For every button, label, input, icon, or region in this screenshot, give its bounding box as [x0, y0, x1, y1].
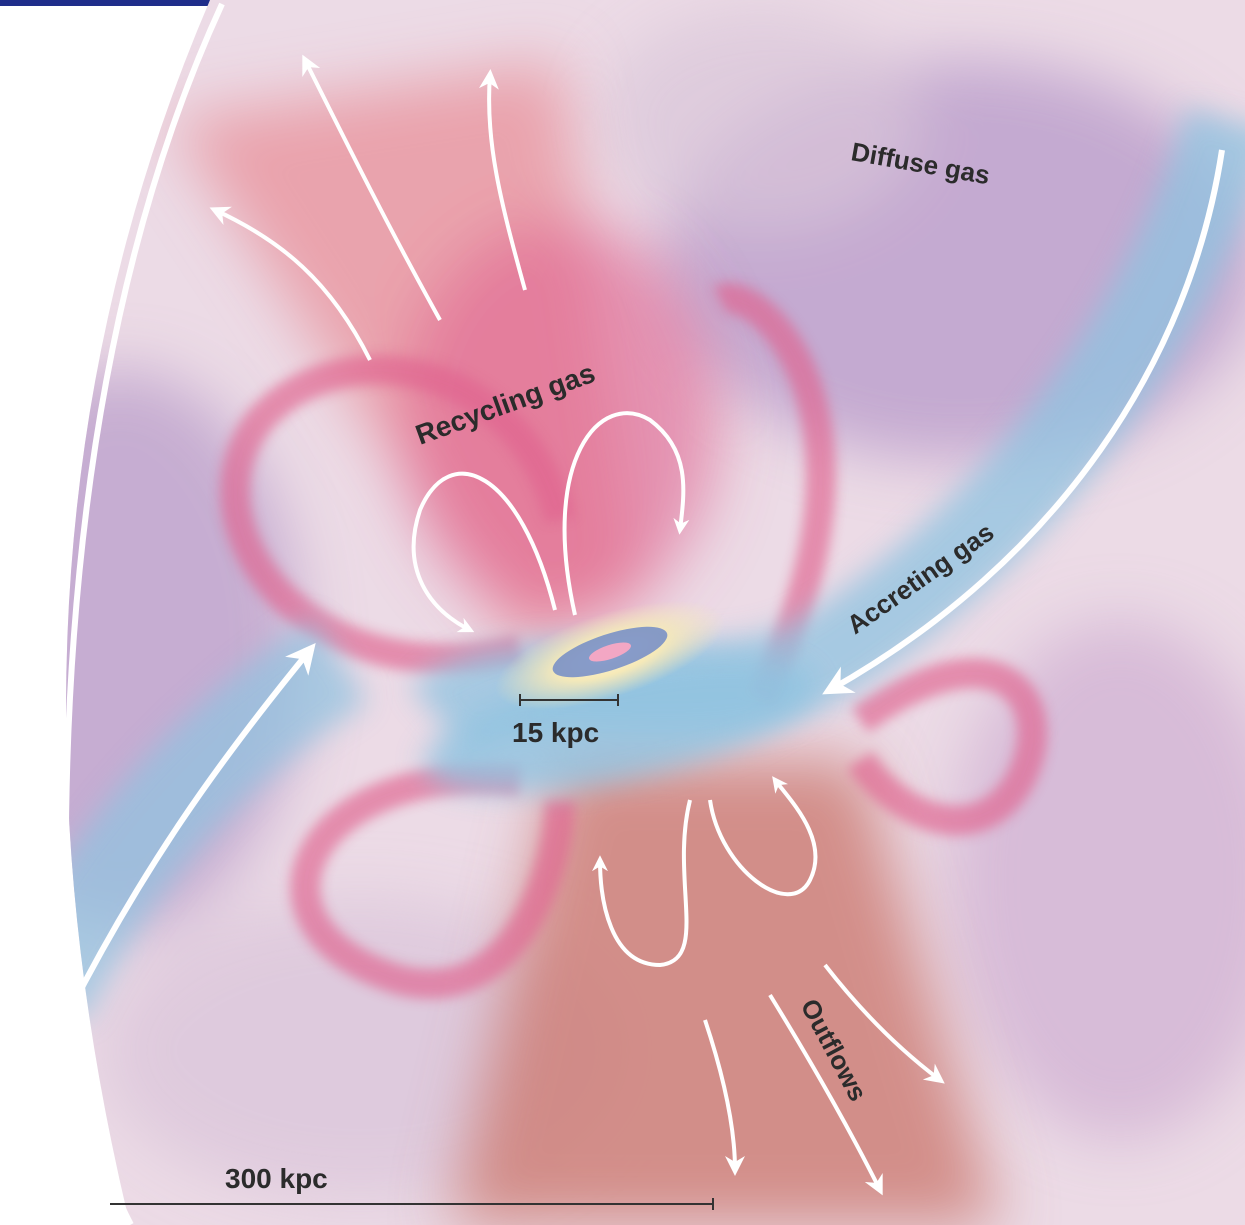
recycling-gas-loops	[220, 283, 1048, 999]
accretion-arrows	[57, 149, 1225, 1032]
scale-label-inner: 15 kpc	[512, 717, 599, 748]
outflow-cone-upper	[170, 60, 720, 650]
outflow-cone-lower	[450, 760, 1000, 1225]
galaxy-disk	[495, 600, 725, 710]
halo-boundary	[62, 2, 225, 1225]
outflow-arrows-lower	[703, 963, 945, 1196]
outflow-arrows-upper	[209, 54, 527, 361]
scale-bar-outer	[110, 1198, 714, 1210]
scale-label-outer: 300 kpc	[225, 1163, 328, 1194]
scale-bar-inner	[519, 694, 619, 706]
recycling-arrows	[411, 411, 818, 968]
